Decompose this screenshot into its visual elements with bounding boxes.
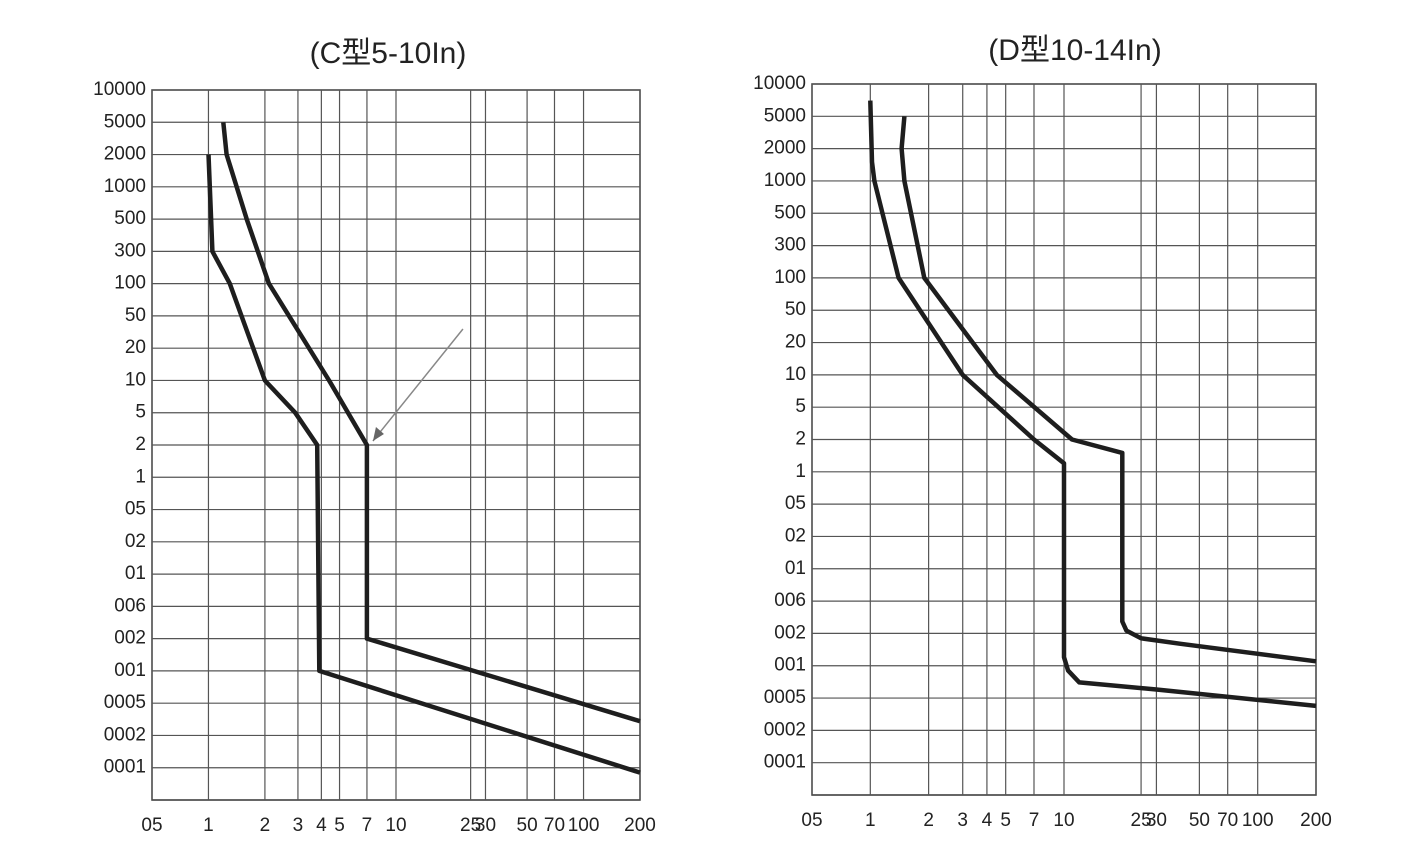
x-tick-label: 5 [1000, 810, 1011, 831]
y-tick-label: 006 [774, 590, 806, 611]
x-tick-label: 10 [385, 815, 406, 836]
chart-title: (C型5-10In) [310, 37, 467, 70]
x-tick-label: 4 [982, 810, 993, 831]
x-tick-label: 200 [1300, 810, 1332, 831]
y-tick-label: 10000 [753, 73, 806, 94]
y-tick-label: 02 [785, 525, 806, 546]
x-tick-label: 3 [293, 815, 304, 836]
x-tick-label: 10 [1053, 810, 1074, 831]
y-tick-label: 1 [795, 461, 806, 482]
x-tick-label: 30 [1146, 810, 1167, 831]
y-tick-label: 0005 [104, 692, 146, 713]
y-tick-label: 2 [795, 429, 806, 450]
y-tick-label: 300 [114, 240, 146, 261]
y-tick-label: 0002 [104, 724, 146, 745]
chart-title: (D型10-14In) [988, 34, 1161, 67]
y-tick-label: 01 [785, 558, 806, 579]
arrow-head [372, 427, 384, 441]
y-tick-label: 006 [114, 595, 146, 616]
y-tick-label: 20 [125, 337, 146, 358]
curve [206, 154, 641, 775]
y-tick-label: 50 [125, 305, 146, 326]
y-tick-label: 500 [774, 202, 806, 223]
x-tick-label: 200 [624, 815, 656, 836]
x-tick-label: 50 [517, 815, 538, 836]
y-tick-label: 5000 [104, 111, 146, 132]
x-tick-label: 70 [544, 815, 565, 836]
x-tick-label: 70 [1217, 810, 1238, 831]
y-tick-label: 1 [135, 466, 146, 487]
x-tick-label: 7 [1029, 810, 1040, 831]
x-tick-label: 100 [1242, 810, 1274, 831]
y-tick-label: 1000 [764, 170, 806, 191]
curve [221, 122, 641, 724]
y-tick-label: 05 [125, 499, 146, 520]
annotation-arrow [372, 328, 464, 442]
y-tick-label: 100 [114, 273, 146, 294]
y-tick-label: 5000 [764, 105, 806, 126]
x-tick-label: 100 [568, 815, 600, 836]
x-tick-label: 5 [334, 815, 345, 836]
y-tick-label: 10 [785, 364, 806, 385]
y-tick-label: 0005 [764, 687, 806, 708]
x-tick-label: 50 [1189, 810, 1210, 831]
y-tick-label: 5 [135, 402, 146, 423]
y-tick-label: 1000 [104, 176, 146, 197]
x-tick-label: 2 [260, 815, 271, 836]
y-tick-label: 001 [774, 655, 806, 676]
x-tick-label: 25 [460, 815, 481, 836]
y-tick-label: 20 [785, 332, 806, 353]
y-tick-label: 10000 [93, 79, 146, 100]
y-tick-label: 500 [114, 208, 146, 229]
y-tick-label: 0001 [104, 757, 146, 778]
y-tick-label: 002 [114, 628, 146, 649]
y-tick-label: 100 [774, 267, 806, 288]
y-tick-label: 05 [785, 493, 806, 514]
x-tick-label: 05 [141, 815, 162, 836]
y-tick-label: 2000 [764, 138, 806, 159]
y-tick-label: 0001 [764, 752, 806, 773]
x-tick-label: 30 [475, 815, 496, 836]
y-tick-label: 10 [125, 369, 146, 390]
y-tick-label: 001 [114, 660, 146, 681]
y-tick-label: 02 [125, 531, 146, 552]
y-tick-label: 2 [135, 434, 146, 455]
y-tick-label: 50 [785, 299, 806, 320]
curve [868, 100, 1317, 709]
x-tick-label: 1 [203, 815, 214, 836]
y-tick-label: 2000 [104, 144, 146, 165]
x-tick-label: 3 [957, 810, 968, 831]
x-tick-label: 1 [865, 810, 876, 831]
x-tick-label: 7 [362, 815, 373, 836]
y-tick-label: 002 [774, 622, 806, 643]
x-tick-label: 25 [1131, 810, 1152, 831]
y-tick-label: 0002 [764, 719, 806, 740]
y-tick-label: 5 [795, 396, 806, 417]
x-tick-label: 2 [923, 810, 934, 831]
x-tick-label: 05 [801, 810, 822, 831]
y-tick-label: 300 [774, 235, 806, 256]
x-tick-label: 4 [316, 815, 327, 836]
curve [899, 116, 1317, 664]
y-tick-label: 01 [125, 563, 146, 584]
